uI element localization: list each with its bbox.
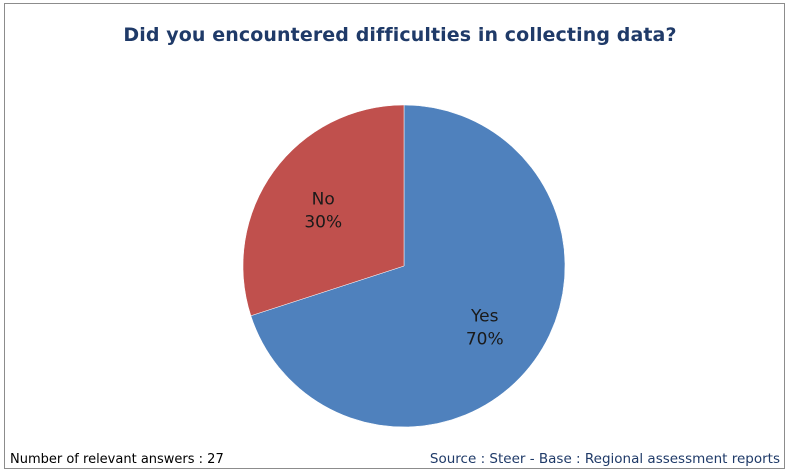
source-note: Source : Steer - Base : Regional assessm… bbox=[429, 451, 780, 467]
slice-percentage-label: 30% bbox=[304, 212, 342, 232]
answers-count-note: Number of relevant answers : 27 bbox=[10, 452, 224, 467]
pie-slice-no bbox=[242, 104, 405, 317]
pie-labels: Yes 70% No 30% bbox=[304, 189, 503, 349]
slice-category-label: Yes bbox=[470, 307, 499, 327]
pie-slices bbox=[242, 104, 566, 428]
chart-title: Did you encountered difficulties in coll… bbox=[123, 24, 677, 46]
slice-percentage-label: 70% bbox=[466, 330, 504, 350]
slice-category-label: No bbox=[312, 189, 335, 209]
pie-slice-yes bbox=[250, 104, 566, 428]
